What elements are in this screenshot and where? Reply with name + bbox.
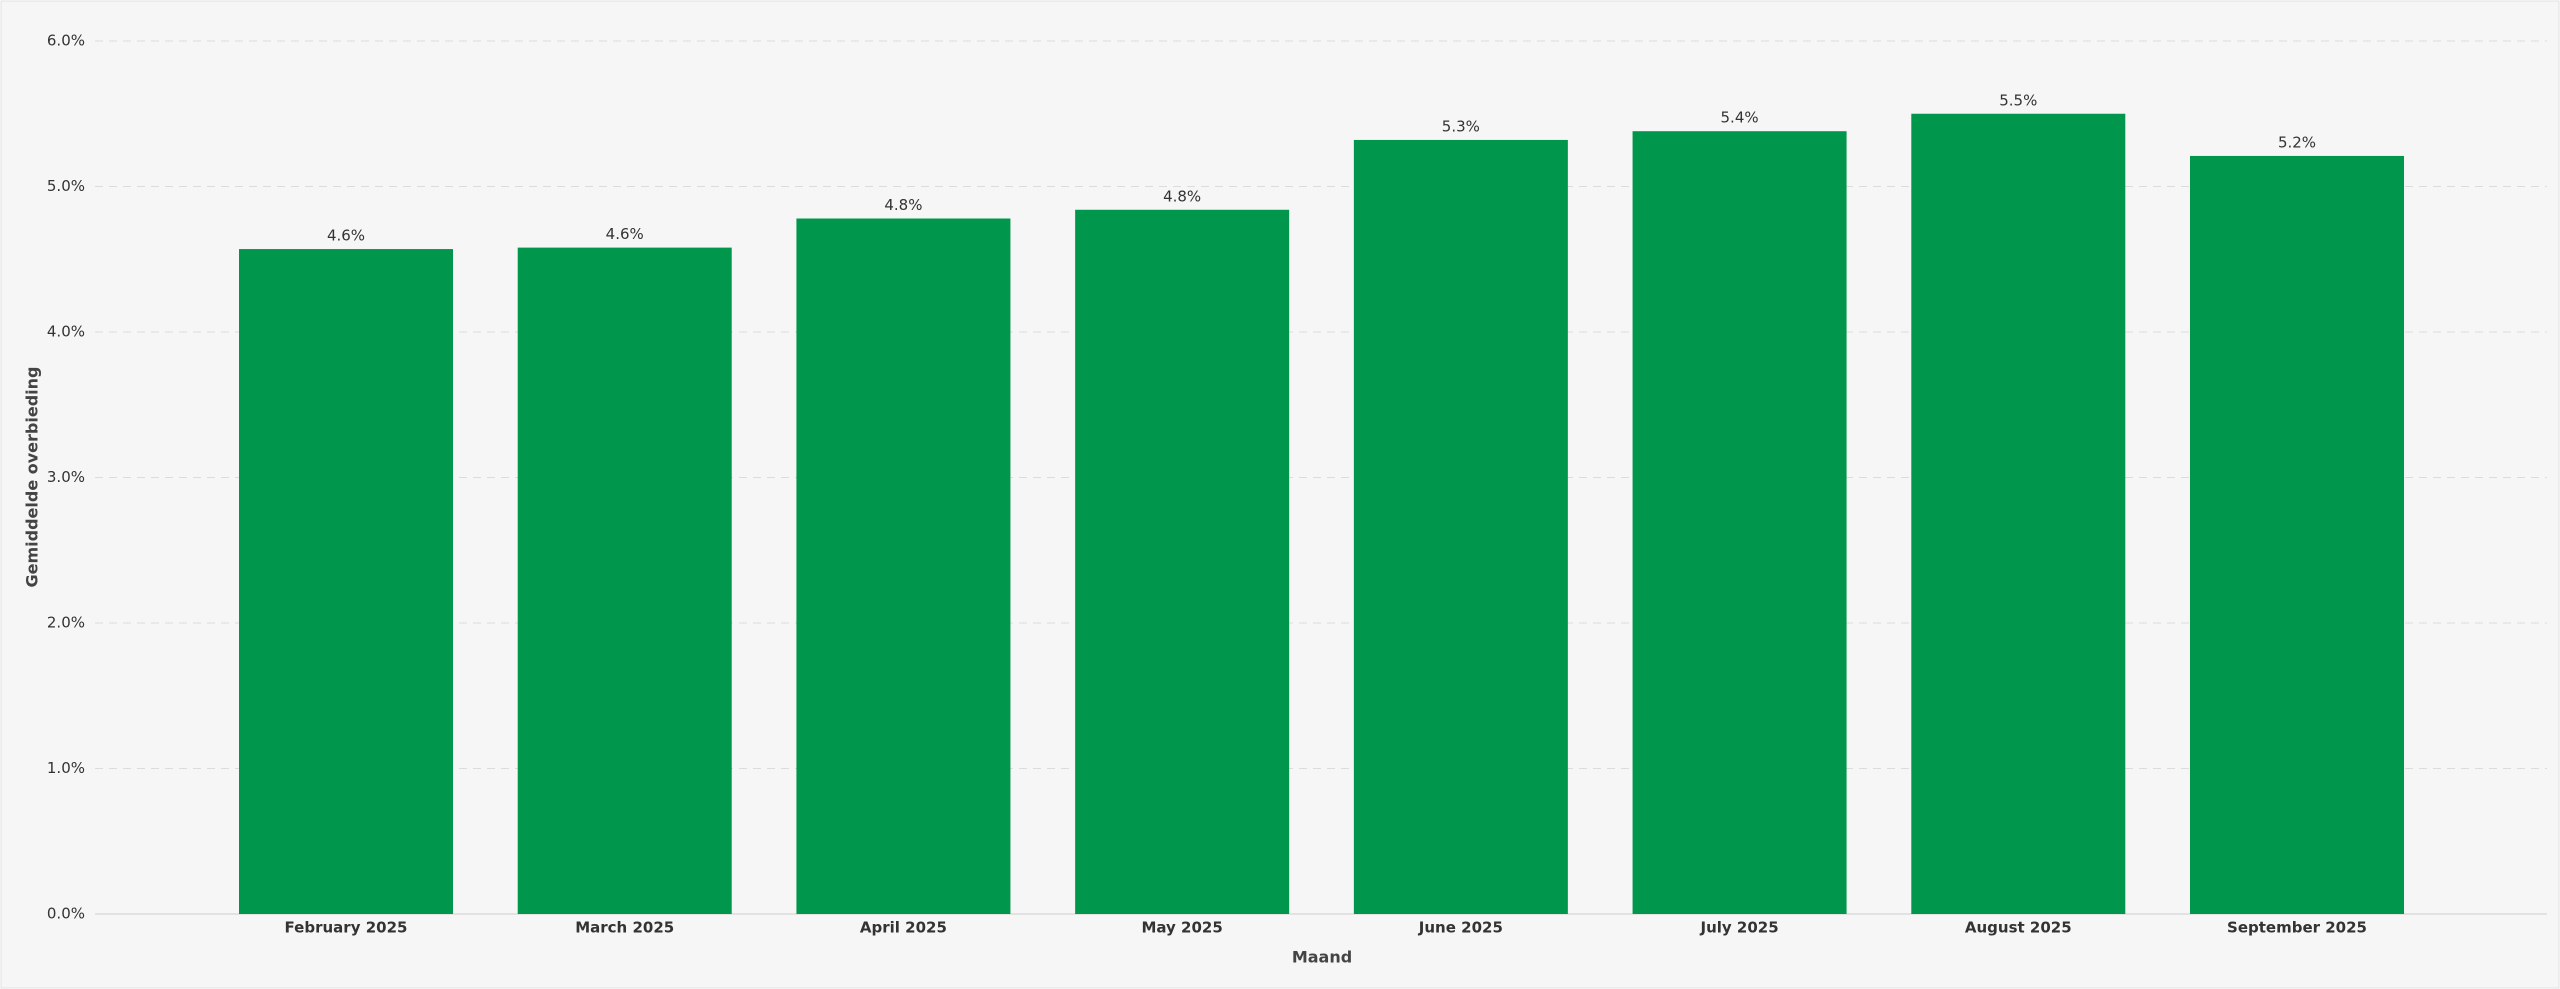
data-label: 4.6% [606,225,644,243]
y-axis-title: Gemiddelde overbieding [23,367,42,588]
bar [1911,113,2126,914]
y-tick-label: 5.0% [47,177,85,195]
data-label: 5.4% [1721,109,1759,127]
data-label: 5.5% [1999,91,2037,109]
bar [517,247,732,915]
y-tick-label: 1.0% [47,759,85,777]
bar [796,218,1011,914]
bar [2190,155,2404,914]
x-tick-label: March 2025 [575,919,674,937]
x-tick-label: August 2025 [1965,919,2072,937]
data-label: 4.8% [1163,187,1201,205]
bar [1075,209,1290,914]
x-tick-label: June 2025 [1418,919,1503,937]
data-label: 4.8% [884,196,922,214]
y-tick-label: 6.0% [47,32,85,50]
data-label: 5.2% [2278,133,2316,151]
x-tick-label: May 2025 [1141,919,1222,937]
bar [1632,131,1847,914]
data-label: 5.3% [1442,117,1480,135]
bar [1353,139,1568,914]
y-tick-label: 3.0% [47,468,85,486]
x-axis-title: Maand [1292,948,1352,967]
data-label: 4.6% [327,227,365,245]
x-tick-label: September 2025 [2227,919,2367,937]
x-tick-label: April 2025 [860,919,947,937]
y-tick-label: 4.0% [47,323,85,341]
x-tick-label: July 2025 [1699,919,1778,937]
bar [239,249,453,914]
y-tick-label: 2.0% [47,614,85,632]
y-tick-label: 0.0% [47,905,85,923]
x-tick-label: February 2025 [285,919,408,937]
